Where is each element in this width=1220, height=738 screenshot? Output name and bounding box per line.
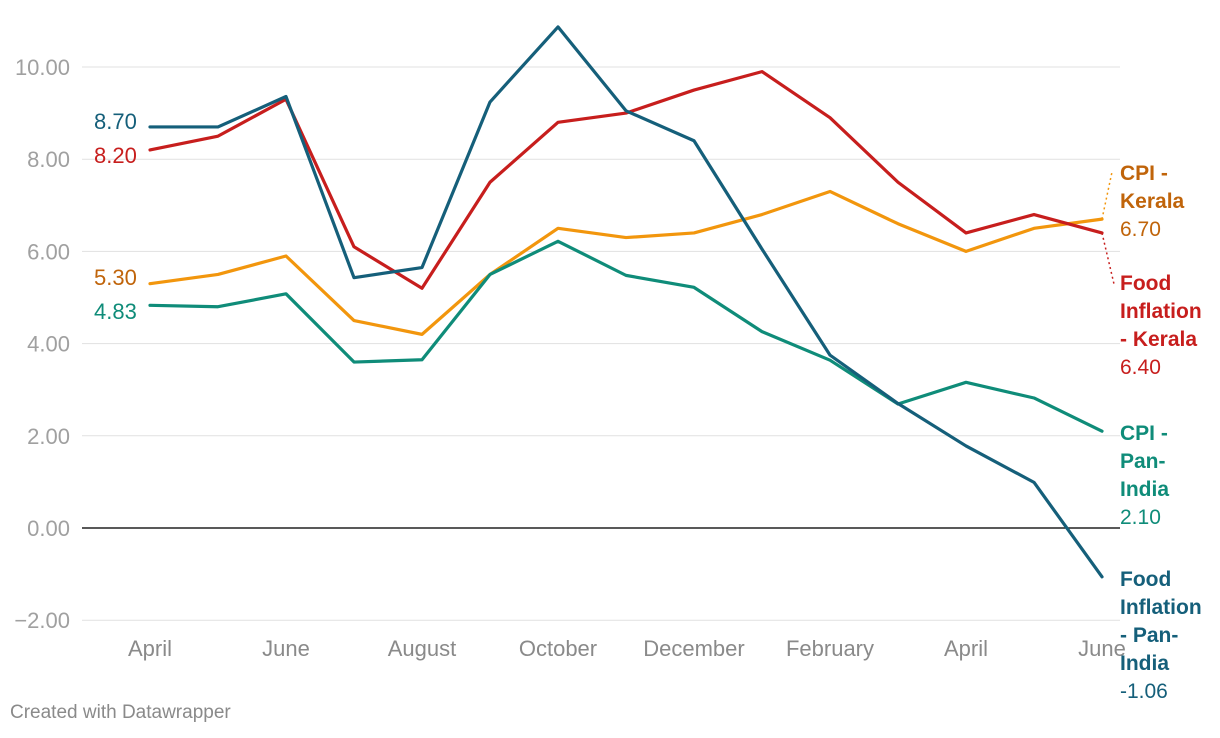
series-name-label: CPI - [1120,422,1168,445]
footer-credit: Created with Datawrapper [10,702,231,723]
x-tick-label: December [643,636,744,661]
series-name-label: Inflation [1120,300,1202,323]
y-tick-label: 2.00 [27,424,70,449]
label-connector [1101,232,1115,285]
series-name-label: CPI - [1120,162,1168,185]
label-connector [1101,171,1113,220]
series-name-label: Inflation [1120,596,1202,619]
series-name-label: - Pan- [1120,624,1178,647]
y-tick-label: 6.00 [27,239,70,264]
start-value-label: 8.70 [94,109,137,134]
series-lines [148,25,1104,579]
series-name-label: Food [1120,272,1171,295]
y-axis-ticks: 10.00 8.00 6.00 4.00 2.00 0.00 −2.00 [14,55,70,633]
x-tick-label: April [128,636,172,661]
start-value-label: 4.83 [94,299,137,324]
y-tick-label: −2.00 [14,608,70,633]
series-name-label: Kerala [1120,190,1185,213]
y-tick-label: 8.00 [27,147,70,172]
x-tick-label: August [388,636,457,661]
series-name-label: Food [1120,568,1171,591]
series-line-cpi-pan-india [148,239,1104,433]
series-name-label: - Kerala [1120,328,1197,351]
y-tick-label: 4.00 [27,332,70,357]
x-tick-label: June [262,636,310,661]
start-value-label: 8.20 [94,143,137,168]
series-line-food-inflation-kerala [148,70,1104,290]
x-tick-label: February [786,636,874,661]
end-value-label: 6.40 [1120,356,1161,379]
x-tick-label: October [519,636,597,661]
x-tick-label: June [1078,636,1126,661]
end-value-label: -1.06 [1120,680,1168,703]
series-name-label: Pan- [1120,450,1166,473]
gridlines [82,66,1120,621]
end-value-label: 2.10 [1120,506,1161,529]
series-line-cpi-kerala [148,189,1104,336]
start-value-label: 5.30 [94,265,137,290]
series-name-label: India [1120,478,1169,501]
x-axis-ticks: April June August October December February Ap… [128,636,1126,661]
y-tick-label: 10.00 [15,55,70,80]
end-value-label: 6.70 [1120,218,1161,241]
y-tick-label: 0.00 [27,516,70,541]
series-name-label: India [1120,652,1169,675]
x-tick-label: April [944,636,988,661]
series-labels: 5.30 CPI - Kerala 6.70 8.20 Food Inflation - Ke… [94,109,1202,703]
